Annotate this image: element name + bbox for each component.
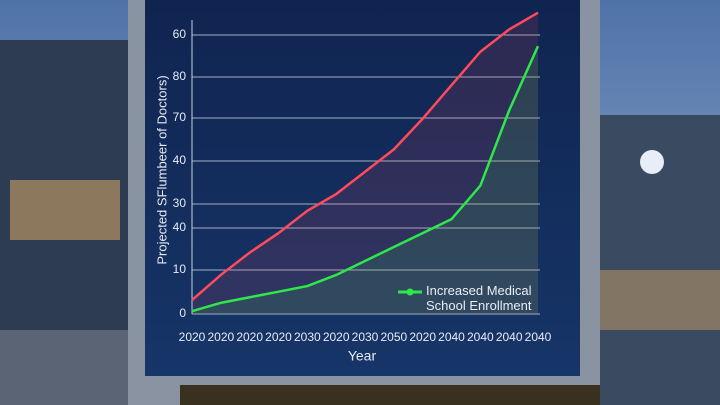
x-tick-label: 2020	[236, 330, 263, 344]
hospital-logo	[640, 150, 664, 174]
y-tick-label: 60	[173, 27, 187, 41]
y-tick-label: 30	[173, 196, 187, 210]
y-tick-label: 10	[173, 262, 187, 276]
series-area	[192, 12, 538, 315]
billboard-screen	[145, 0, 580, 376]
entrance	[180, 385, 600, 405]
y-tick-label: 0	[179, 306, 186, 320]
series-area	[192, 46, 538, 314]
lit-windows	[600, 270, 720, 330]
legend-dot	[406, 288, 414, 296]
y-tick-label: 40	[173, 220, 187, 234]
x-tick-label: 2040	[438, 330, 465, 344]
y-tick-label: 40	[173, 153, 187, 167]
x-tick-label: 2020	[409, 330, 436, 344]
series-line	[191, 11, 539, 301]
y-axis-title: Projected SFlumbeer of Doctors)	[154, 75, 169, 264]
x-tick-label: 2030	[294, 330, 321, 344]
left-base	[0, 330, 130, 405]
x-tick-label: 2030	[352, 330, 379, 344]
series-line	[191, 45, 540, 313]
legend-label: Increased Medical School Enrollment	[426, 283, 532, 313]
x-tick-label: 2040	[496, 330, 523, 344]
x-tick-label: 2020	[179, 330, 206, 344]
lit-windows	[10, 180, 120, 240]
x-tick-label: 2040	[525, 330, 552, 344]
x-tick-label: 2050	[380, 330, 407, 344]
x-tick-label: 2020	[207, 330, 234, 344]
y-tick-label: 70	[173, 110, 187, 124]
x-axis-title: Year	[348, 348, 377, 364]
x-tick-label: 2040	[467, 330, 494, 344]
y-tick-label: 80	[173, 69, 187, 83]
x-tick-label: 2020	[265, 330, 292, 344]
x-tick-label: 2020	[323, 330, 350, 344]
